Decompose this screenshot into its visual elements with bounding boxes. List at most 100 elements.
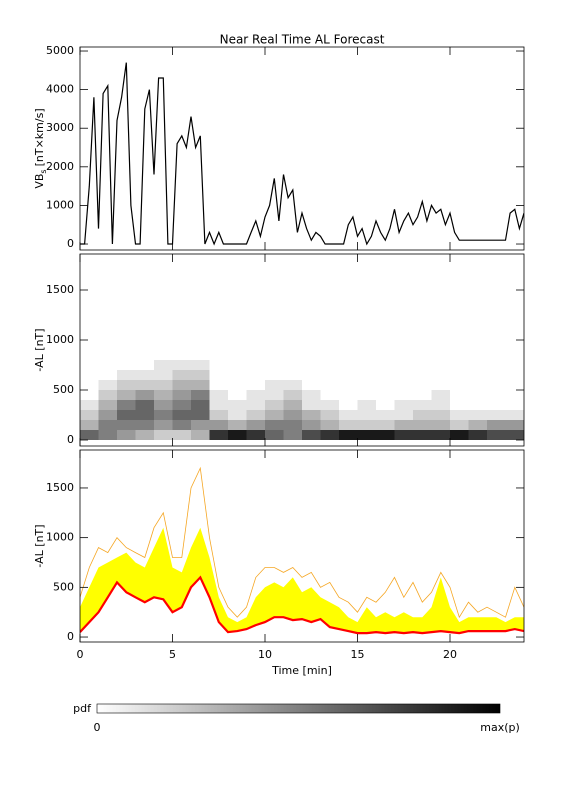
pdf-cell [376, 420, 395, 430]
pdf-cell [339, 360, 358, 370]
pdf-cell [450, 380, 469, 390]
pdf-cell [80, 380, 99, 390]
pdf-cell [469, 370, 488, 380]
pdf-cell [432, 370, 451, 380]
x-tick-label: 20 [443, 648, 457, 661]
pdf-cell [284, 370, 303, 380]
pdf-cell [80, 410, 99, 420]
pdf-cell [246, 420, 265, 430]
pdf-cell [228, 410, 247, 420]
pdf-cell [357, 410, 376, 420]
pdf-cell [487, 360, 506, 370]
pdf-cell [505, 410, 524, 420]
pdf-cell [394, 420, 413, 430]
pdf-cell [154, 410, 173, 420]
pdf-cell [339, 410, 358, 420]
pdf-cell [98, 390, 117, 400]
pdf-cell [98, 420, 117, 430]
pdf-cell [376, 360, 395, 370]
pdf-cell [228, 370, 247, 380]
pdf-cell [172, 380, 191, 390]
pdf-cell [154, 380, 173, 390]
pdf-cell [302, 360, 321, 370]
pdf-cell [413, 400, 432, 410]
pdf-cell [117, 360, 136, 370]
pdf-cell [431, 390, 450, 400]
pdf-cell [469, 360, 488, 370]
pdf-cell [468, 410, 487, 420]
pdf-cell [395, 360, 414, 370]
pdf-cell [358, 380, 377, 390]
pdf-cell [505, 420, 524, 430]
pdf-cell [117, 420, 136, 430]
pdf-cell [302, 420, 321, 430]
pdf-cell [228, 430, 247, 440]
pdf-cell [154, 430, 173, 440]
plot-frame [79, 46, 525, 251]
pdf-cell [283, 420, 302, 430]
pdf-cell [413, 410, 432, 420]
pdf-cell [283, 410, 302, 420]
y-tick-label: 3000 [46, 121, 74, 134]
pdf-cell [265, 380, 284, 390]
chart-title: Near Real Time AL Forecast [220, 33, 385, 47]
pdf-cell [376, 410, 395, 420]
y-axis-label-unit: [nT×km/s] [33, 108, 46, 166]
pdf-cell [339, 420, 358, 430]
pdf-cell [283, 400, 302, 410]
pdf-cell [450, 410, 469, 420]
y-tick-label: 500 [53, 383, 74, 396]
pdf-cell [302, 390, 321, 400]
pdf-cell [320, 430, 339, 440]
pdf-cell [98, 380, 117, 390]
pdf-cell [450, 390, 469, 400]
pdf-cell [413, 360, 432, 370]
pdf-cell [99, 370, 118, 380]
colorbar-min-label: 0 [94, 721, 101, 734]
pdf-cell [191, 420, 210, 430]
pdf-cell [265, 400, 284, 410]
pdf-cell [210, 380, 229, 390]
pdf-cell [191, 370, 210, 380]
pdf-cell [302, 370, 321, 380]
pdf-cell [376, 370, 395, 380]
pdf-cell [469, 390, 488, 400]
y-axis-label: -AL [nT] [33, 328, 46, 371]
pdf-cell [247, 360, 266, 370]
pdf-cell [469, 400, 488, 410]
pdf-cell [432, 360, 451, 370]
pdf-cell [468, 430, 487, 440]
pdf-cell [209, 410, 228, 420]
pdf-cell [172, 400, 191, 410]
pdf-cell [209, 390, 228, 400]
pdf-cell [394, 430, 413, 440]
x-axis-label: Time [min] [271, 664, 332, 677]
x-tick-label: 10 [258, 648, 272, 661]
y-tick-label: 4000 [46, 83, 74, 96]
pdf-cell [358, 360, 377, 370]
x-tick-label: 0 [77, 648, 84, 661]
pdf-cell [209, 400, 228, 410]
pdf-cell [431, 400, 450, 410]
y-axis-label-sub: s [39, 169, 48, 173]
pdf-cell [376, 380, 395, 390]
y-tick-label: 0 [67, 630, 74, 643]
pdf-cell [209, 420, 228, 430]
pdf-cell [450, 400, 469, 410]
pdf-cell [265, 430, 284, 440]
pdf-cell [320, 420, 339, 430]
pdf-cell [395, 380, 414, 390]
pdf-cell [358, 370, 377, 380]
pdf-cell [135, 380, 154, 390]
pdf-cell [487, 380, 506, 390]
pdf-cell [413, 380, 432, 390]
pdf-cell [321, 370, 340, 380]
pdf-cell [413, 430, 432, 440]
pdf-cell [117, 390, 136, 400]
pdf-cell [320, 410, 339, 420]
plot-area [80, 466, 524, 635]
pdf-cell [265, 410, 284, 420]
pdf-cell [154, 360, 173, 370]
pdf-cell [376, 390, 395, 400]
